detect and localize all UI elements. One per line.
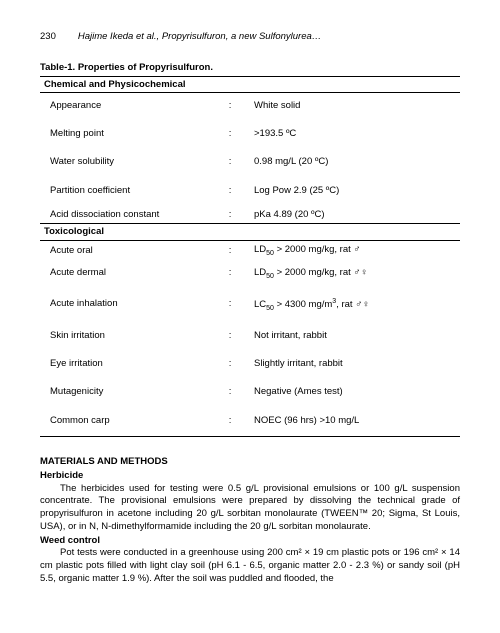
val-cell: LC50 > 4300 mg/m3, rat ♂♀ — [250, 291, 460, 323]
val-cell: LD50 > 2000 mg/kg, rat ♂ — [250, 240, 460, 260]
section-header-tox: Toxicological — [40, 224, 460, 240]
table-row: Eye irritation : Slightly irritant, rabb… — [40, 351, 460, 379]
table-row: Acute inhalation : LC50 > 4300 mg/m3, ra… — [40, 291, 460, 323]
table-row: Partition coefficient : Log Pow 2.9 (25 … — [40, 178, 460, 206]
sep-cell: : — [225, 149, 250, 177]
val-cell: LD50 > 2000 mg/kg, rat ♂♀ — [250, 260, 460, 291]
prop-cell: Mutagenicity — [40, 379, 225, 407]
table-row: Acute dermal : LD50 > 2000 mg/kg, rat ♂♀ — [40, 260, 460, 291]
section-header-chemical: Chemical and Physicochemical — [40, 76, 460, 92]
val-cell: White solid — [250, 92, 460, 121]
prop-cell: Water solubility — [40, 149, 225, 177]
prop-cell: Eye irritation — [40, 351, 225, 379]
subsection-weed: Weed control — [40, 534, 460, 547]
val-cell: >193.5 ºC — [250, 121, 460, 149]
sep-cell: : — [225, 178, 250, 206]
prop-cell: Acute inhalation — [40, 291, 225, 323]
table-row: Acid dissociation constant : pKa 4.89 (2… — [40, 206, 460, 224]
page-number: 230 — [40, 30, 56, 43]
subsection-herbicide: Herbicide — [40, 469, 460, 482]
prop-cell: Acute dermal — [40, 260, 225, 291]
val-cell: NOEC (96 hrs) >10 mg/L — [250, 408, 460, 437]
table-row: Appearance : White solid — [40, 92, 460, 121]
prop-cell: Acute oral — [40, 240, 225, 260]
val-cell: Slightly irritant, rabbit — [250, 351, 460, 379]
section-label: Chemical and Physicochemical — [40, 76, 460, 92]
table-row: Melting point : >193.5 ºC — [40, 121, 460, 149]
prop-cell: Appearance — [40, 92, 225, 121]
paragraph-weed: Pot tests were conducted in a greenhouse… — [40, 547, 460, 585]
prop-cell: Common carp — [40, 408, 225, 437]
prop-cell: Partition coefficient — [40, 178, 225, 206]
section-label: Toxicological — [40, 224, 460, 240]
sep-cell: : — [225, 92, 250, 121]
table-row: Mutagenicity : Negative (Ames test) — [40, 379, 460, 407]
val-cell: Log Pow 2.9 (25 ºC) — [250, 178, 460, 206]
val-cell: Not irritant, rabbit — [250, 323, 460, 351]
running-title: Hajime Ikeda et al., Propyrisulfuron, a … — [78, 30, 321, 43]
prop-cell: Acid dissociation constant — [40, 206, 225, 224]
sep-cell: : — [225, 408, 250, 437]
table-row: Water solubility : 0.98 mg/L (20 ºC) — [40, 149, 460, 177]
sep-cell: : — [225, 260, 250, 291]
sep-cell: : — [225, 121, 250, 149]
paragraph-herbicide: The herbicides used for testing were 0.5… — [40, 483, 460, 534]
sep-cell: : — [225, 379, 250, 407]
sep-cell: : — [225, 206, 250, 224]
val-cell: Negative (Ames test) — [250, 379, 460, 407]
table-row: Common carp : NOEC (96 hrs) >10 mg/L — [40, 408, 460, 437]
running-header: 230 Hajime Ikeda et al., Propyrisulfuron… — [40, 30, 460, 43]
sep-cell: : — [225, 323, 250, 351]
methods-heading: MATERIALS AND METHODS — [40, 455, 460, 468]
prop-cell: Melting point — [40, 121, 225, 149]
val-cell: 0.98 mg/L (20 ºC) — [250, 149, 460, 177]
val-cell: pKa 4.89 (20 ºC) — [250, 206, 460, 224]
prop-cell: Skin irritation — [40, 323, 225, 351]
table-row: Skin irritation : Not irritant, rabbit — [40, 323, 460, 351]
table-row: Acute oral : LD50 > 2000 mg/kg, rat ♂ — [40, 240, 460, 260]
table-title: Table-1. Properties of Propyrisulfuron. — [40, 61, 460, 74]
sep-cell: : — [225, 291, 250, 323]
sep-cell: : — [225, 240, 250, 260]
properties-table: Chemical and Physicochemical Appearance … — [40, 76, 460, 437]
sep-cell: : — [225, 351, 250, 379]
